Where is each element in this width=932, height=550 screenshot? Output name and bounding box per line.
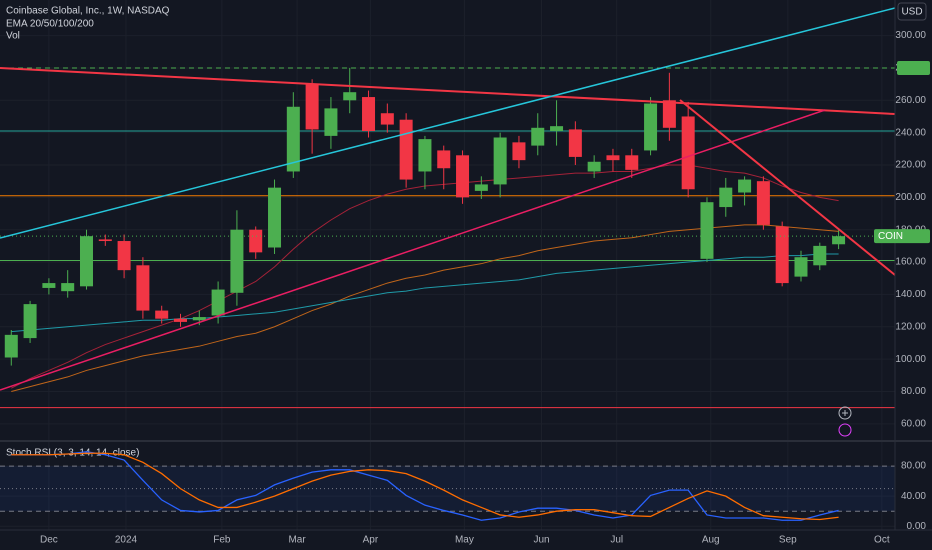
candle-body bbox=[719, 187, 733, 208]
y-tick-label: 300.00 bbox=[895, 30, 926, 41]
candle-body bbox=[832, 236, 846, 245]
candle-body bbox=[192, 317, 206, 321]
y-tick-label: 140.00 bbox=[895, 289, 926, 300]
symbol-label: COIN bbox=[878, 231, 903, 242]
candle-body bbox=[155, 310, 169, 319]
candle-body bbox=[493, 137, 507, 185]
candle-body bbox=[4, 334, 18, 358]
candle-body bbox=[324, 108, 338, 136]
x-tick-label: May bbox=[455, 535, 474, 546]
candle-body bbox=[61, 283, 75, 292]
candle-body bbox=[399, 119, 413, 180]
y-tick-label: 40.00 bbox=[901, 491, 926, 502]
x-tick-label: Mar bbox=[288, 535, 306, 546]
x-tick-label: Aug bbox=[702, 535, 720, 546]
y-tick-label: 0.00 bbox=[907, 521, 927, 532]
y-tick-label: 200.00 bbox=[895, 192, 926, 203]
candle-body bbox=[512, 142, 526, 161]
y-tick-label: 260.00 bbox=[895, 95, 926, 106]
indicator-label: Vol bbox=[6, 31, 20, 42]
indicator-line bbox=[11, 452, 839, 521]
candle-body bbox=[362, 97, 376, 132]
currency-box[interactable] bbox=[897, 2, 927, 21]
candle-body bbox=[174, 318, 188, 322]
candle-body bbox=[738, 179, 752, 193]
x-tick-label: Oct bbox=[874, 535, 890, 546]
y-tick-label: 160.00 bbox=[895, 257, 926, 268]
candle-body bbox=[568, 129, 582, 157]
candle-body bbox=[550, 126, 564, 132]
trend-line bbox=[0, 109, 826, 391]
trend-line bbox=[0, 67, 895, 115]
candle-body bbox=[644, 103, 658, 151]
main-pane bbox=[0, 67, 895, 409]
price-level-tag bbox=[897, 60, 930, 75]
candle-body bbox=[286, 106, 300, 172]
candle-body bbox=[343, 92, 357, 101]
candle-body bbox=[437, 150, 451, 169]
x-tick-label: Jun bbox=[533, 535, 549, 546]
candle-body bbox=[700, 202, 714, 259]
x-tick-label: Sep bbox=[779, 535, 797, 546]
add-icon[interactable] bbox=[842, 410, 848, 416]
x-tick-label: Feb bbox=[213, 535, 231, 546]
trend-line bbox=[0, 7, 895, 239]
candle-body bbox=[98, 239, 112, 242]
y-tick-label: 220.00 bbox=[895, 160, 926, 171]
candle-body bbox=[775, 226, 789, 284]
candle-body bbox=[230, 229, 244, 293]
add-button[interactable] bbox=[838, 406, 852, 420]
y-tick-label: 60.00 bbox=[901, 418, 926, 429]
ema-line bbox=[11, 253, 839, 333]
trend-line bbox=[679, 99, 895, 276]
y-tick-label: 100.00 bbox=[895, 354, 926, 365]
x-tick-label: Apr bbox=[363, 535, 379, 546]
candle-body bbox=[117, 241, 131, 271]
candle-body bbox=[531, 127, 545, 146]
candle-body bbox=[756, 181, 770, 225]
drawings bbox=[0, 7, 895, 391]
candle-body bbox=[456, 155, 470, 198]
candle-body bbox=[587, 161, 601, 172]
candle-body bbox=[418, 139, 432, 172]
candle-body bbox=[813, 245, 827, 266]
last-price-tag bbox=[874, 229, 930, 244]
y-tick-label: 120.00 bbox=[895, 321, 926, 332]
alert-button[interactable] bbox=[838, 423, 852, 437]
band-fill bbox=[0, 466, 895, 512]
candle-body bbox=[625, 155, 639, 170]
y-tick-label: 80.00 bbox=[901, 461, 926, 472]
indicator-line bbox=[11, 451, 839, 521]
candle-body bbox=[268, 187, 282, 248]
candle-body bbox=[681, 116, 695, 190]
candle-body bbox=[305, 84, 319, 130]
candle-body bbox=[42, 283, 56, 288]
candle-body bbox=[380, 113, 394, 125]
chart-title: Coinbase Global, Inc., 1W, NASDAQ bbox=[6, 6, 170, 17]
x-tick-label: Jul bbox=[610, 535, 623, 546]
currency[interactable]: USD bbox=[901, 7, 922, 18]
candle-body bbox=[249, 229, 263, 253]
candle-body bbox=[606, 155, 620, 161]
x-tick-label: Dec bbox=[40, 535, 58, 546]
candle-body bbox=[794, 257, 808, 277]
candle-body bbox=[662, 100, 676, 128]
indicator-label: EMA 20/50/100/200 bbox=[6, 19, 94, 30]
candle-body bbox=[136, 265, 150, 311]
candle-body bbox=[23, 304, 37, 339]
candle-body bbox=[474, 184, 488, 191]
y-tick-label: 240.00 bbox=[895, 127, 926, 138]
x-tick-label: 2024 bbox=[115, 535, 138, 546]
candle-body bbox=[79, 236, 93, 287]
candle-body bbox=[211, 289, 225, 316]
y-tick-label: 80.00 bbox=[901, 386, 926, 397]
